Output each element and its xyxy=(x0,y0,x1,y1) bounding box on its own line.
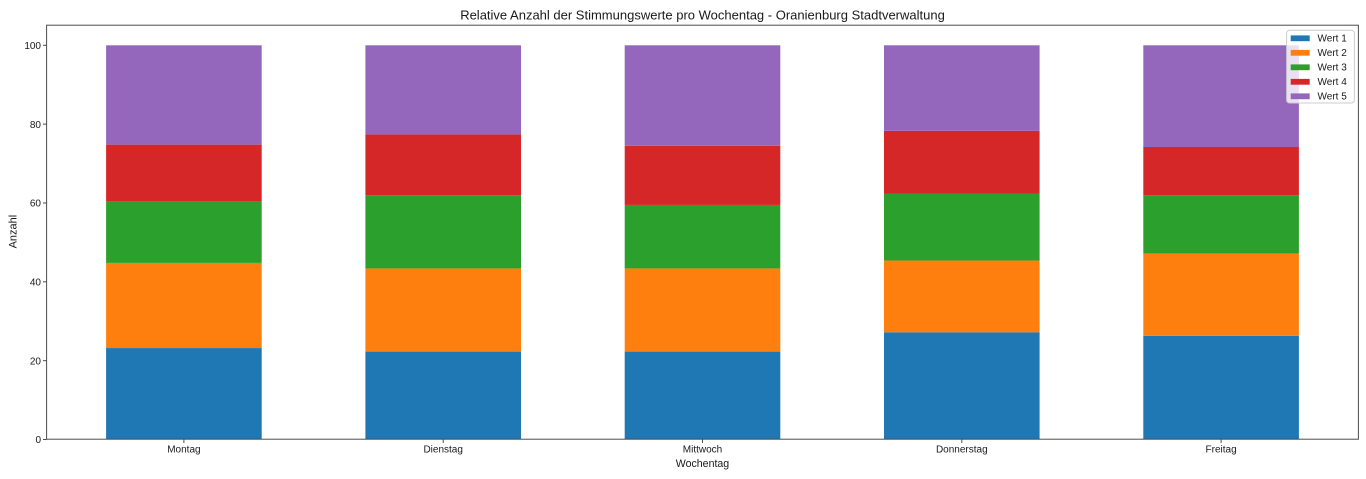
svg-text:0: 0 xyxy=(35,435,41,446)
svg-text:Wert 4: Wert 4 xyxy=(1318,77,1348,88)
svg-text:Wert 2: Wert 2 xyxy=(1318,48,1348,59)
svg-text:Mittwoch: Mittwoch xyxy=(683,445,722,456)
svg-text:Dienstag: Dienstag xyxy=(423,445,462,456)
svg-text:Wert 3: Wert 3 xyxy=(1318,63,1348,74)
svg-text:Freitag: Freitag xyxy=(1206,445,1237,456)
svg-text:Relative Anzahl der Stimmungsw: Relative Anzahl der Stimmungswerte pro W… xyxy=(460,8,945,23)
svg-text:Montag: Montag xyxy=(167,445,200,456)
svg-text:Wert 5: Wert 5 xyxy=(1318,92,1348,103)
svg-text:Wert 1: Wert 1 xyxy=(1318,34,1348,45)
svg-text:Donnerstag: Donnerstag xyxy=(936,445,988,456)
svg-text:80: 80 xyxy=(30,120,42,131)
svg-text:40: 40 xyxy=(30,278,42,289)
svg-text:100: 100 xyxy=(24,41,41,52)
svg-text:Wochentag: Wochentag xyxy=(676,458,730,470)
svg-text:Anzahl: Anzahl xyxy=(7,215,19,249)
svg-text:60: 60 xyxy=(30,199,42,210)
svg-text:20: 20 xyxy=(30,356,42,367)
